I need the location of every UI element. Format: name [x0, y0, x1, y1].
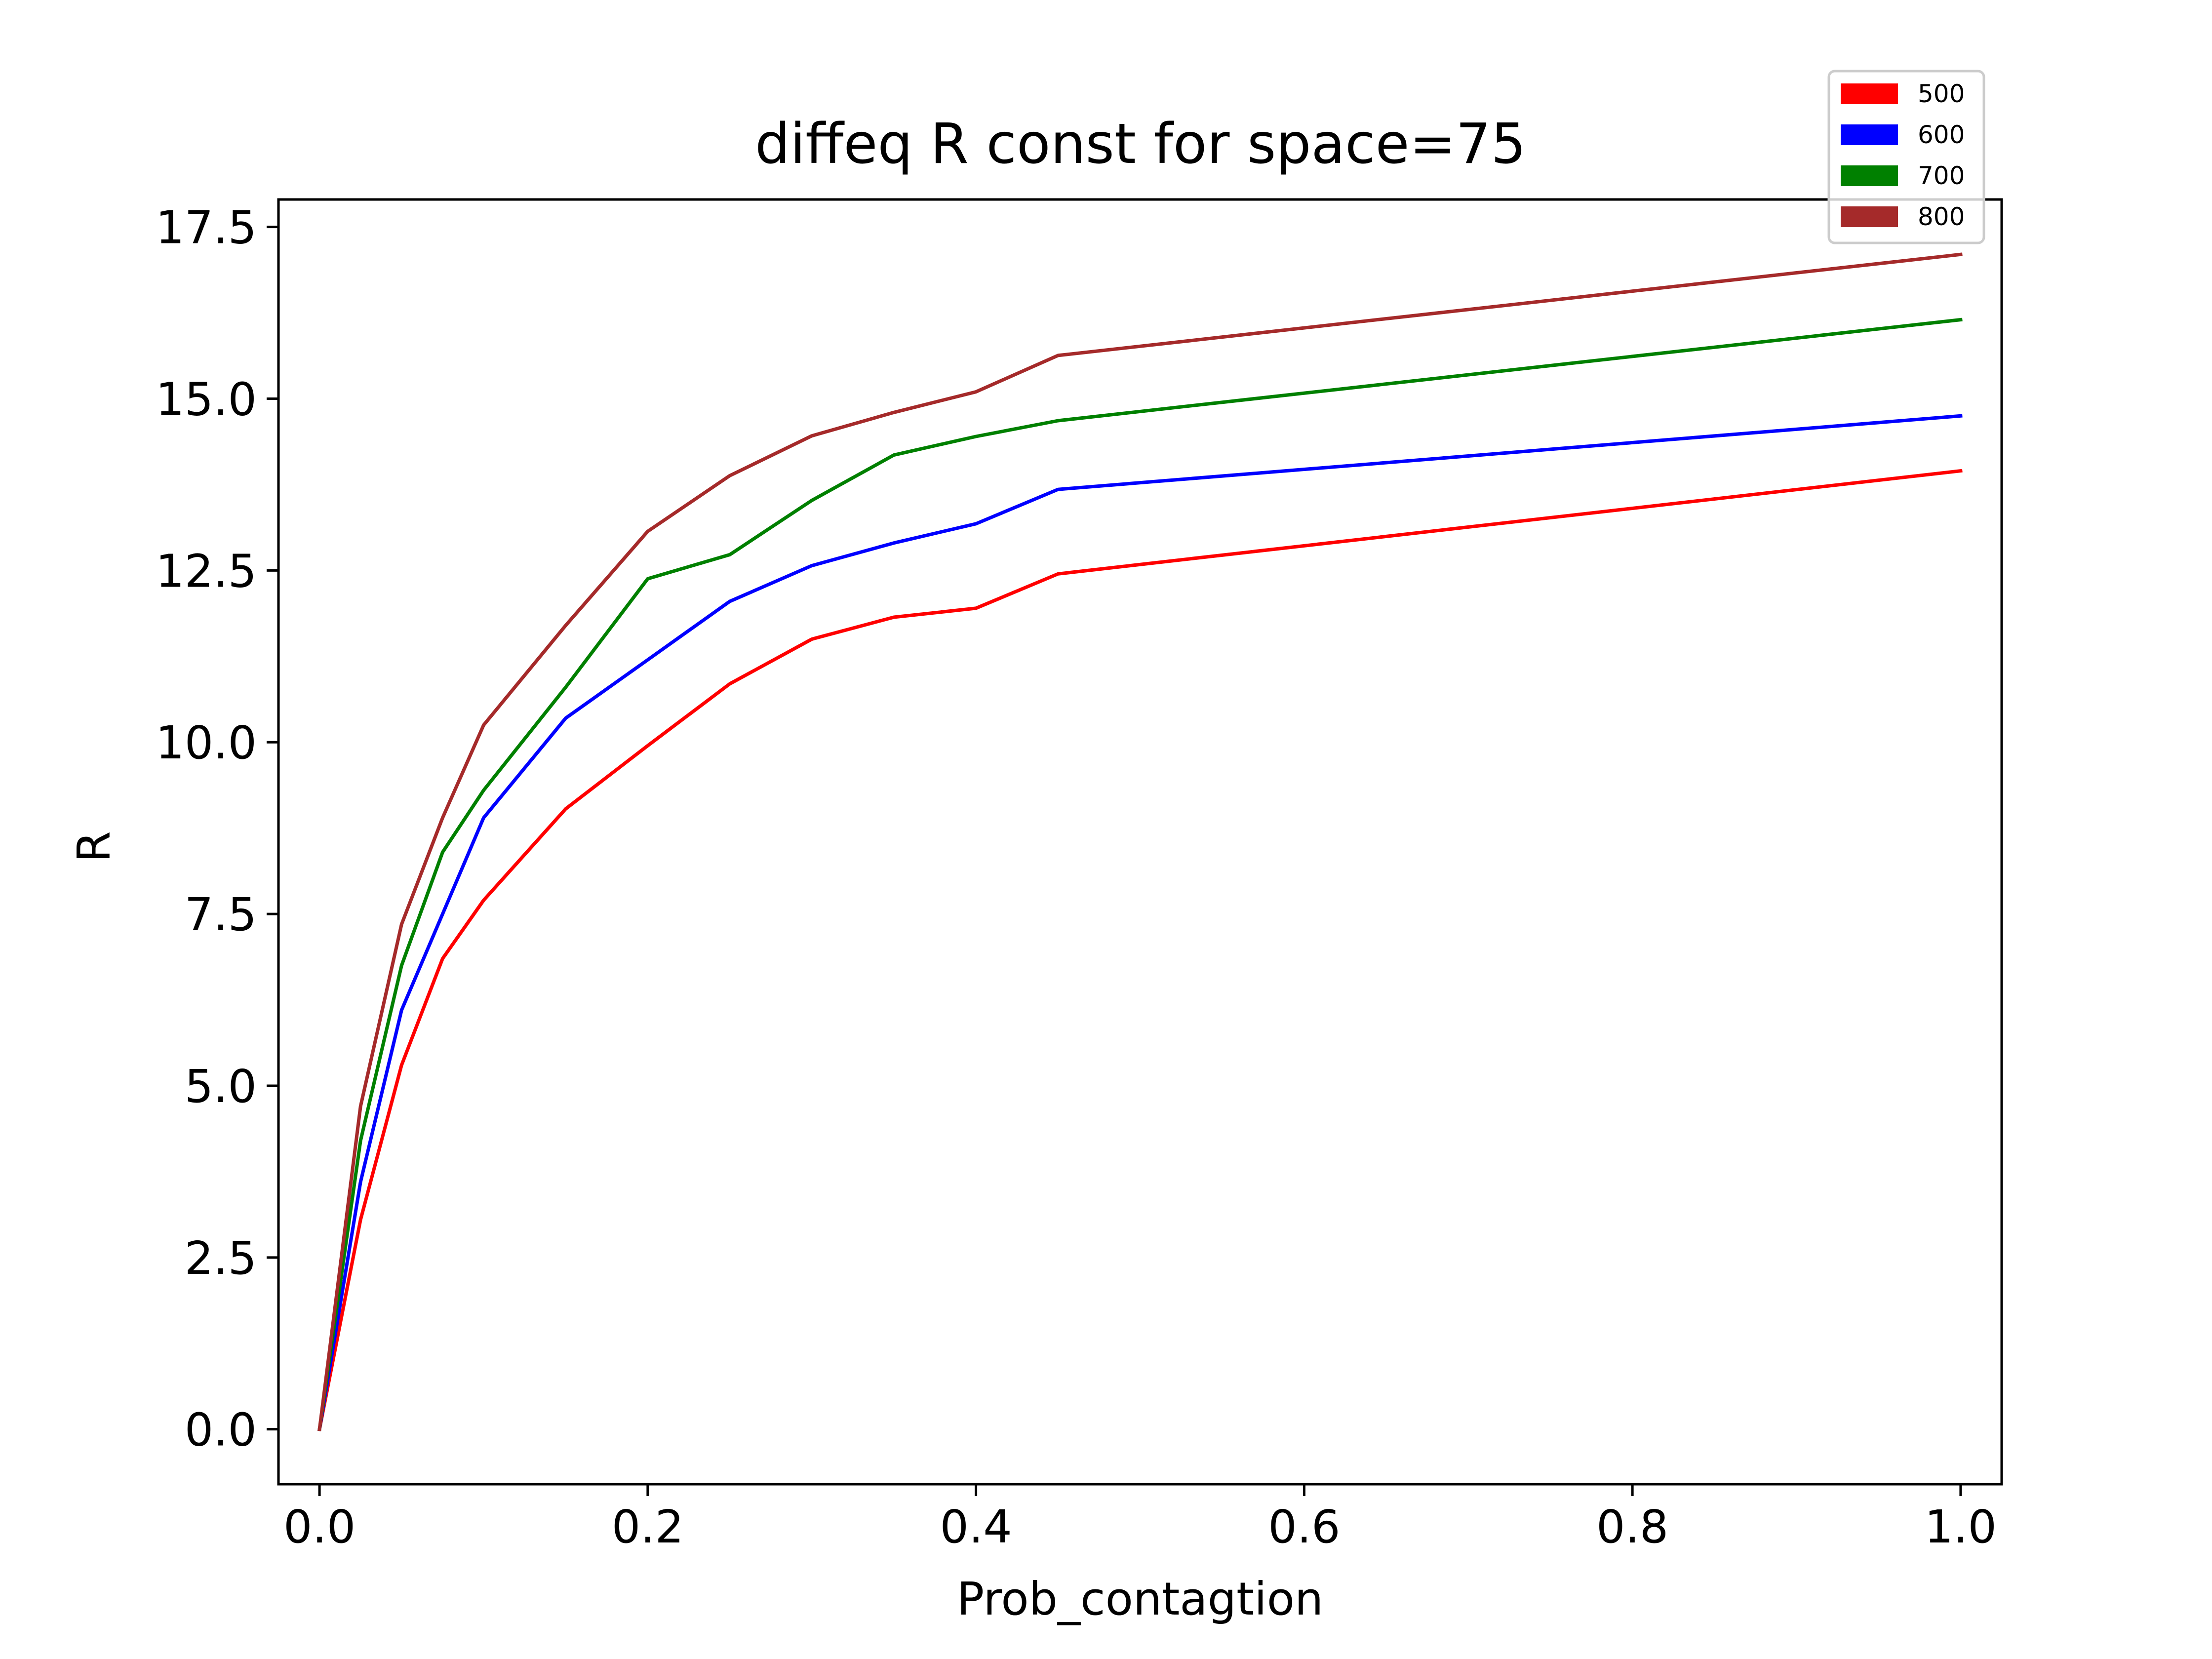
y-tick-label: 10.0 — [156, 716, 257, 769]
x-axis-label: Prob_contagtion — [957, 1573, 1324, 1625]
y-tick-label: 12.5 — [156, 545, 257, 597]
legend-label-500: 500 — [1918, 79, 1965, 108]
y-axis: 0.0 2.5 5.0 7.5 10.0 12.5 15.0 17.5 — [156, 201, 278, 1457]
y-tick-label: 2.5 — [185, 1232, 257, 1285]
y-tick-label: 17.5 — [156, 201, 257, 254]
y-tick-label: 5.0 — [185, 1060, 257, 1113]
x-tick-label: 0.4 — [940, 1501, 1012, 1553]
x-tick-label: 0.8 — [1596, 1501, 1668, 1553]
legend-swatch-600 — [1841, 124, 1898, 145]
legend: 500 600 700 800 — [1827, 70, 1985, 244]
plot-area — [277, 198, 2003, 1486]
y-tick-label: 0.0 — [185, 1404, 257, 1457]
x-tick-label: 0.2 — [612, 1501, 684, 1553]
series-line-500 — [317, 469, 1963, 1431]
chart-title: diffeq R const for space=75 — [755, 112, 1526, 176]
legend-swatch-700 — [1841, 165, 1898, 186]
x-tick-label: 1.0 — [1925, 1501, 1997, 1553]
x-tick-label: 0.0 — [283, 1501, 356, 1553]
series-line-800 — [317, 252, 1963, 1431]
legend-label-800: 800 — [1918, 202, 1965, 231]
axes-frame — [277, 198, 2003, 1486]
y-axis-label: R — [68, 831, 120, 863]
y-tick-label: 15.0 — [156, 373, 257, 426]
legend-box — [1827, 70, 1985, 244]
series-line-700 — [317, 317, 1963, 1431]
legend-swatch-800 — [1841, 206, 1898, 227]
legend-label-600: 600 — [1918, 120, 1965, 149]
legend-label-700: 700 — [1918, 161, 1965, 190]
legend-swatch-500 — [1841, 83, 1898, 104]
series-line-600 — [317, 414, 1963, 1431]
x-tick-label: 0.6 — [1268, 1501, 1340, 1553]
x-axis: 0.0 0.2 0.4 0.6 0.8 1.0 — [283, 1484, 1997, 1553]
series-lines — [317, 252, 1963, 1431]
y-tick-label: 7.5 — [185, 888, 257, 941]
